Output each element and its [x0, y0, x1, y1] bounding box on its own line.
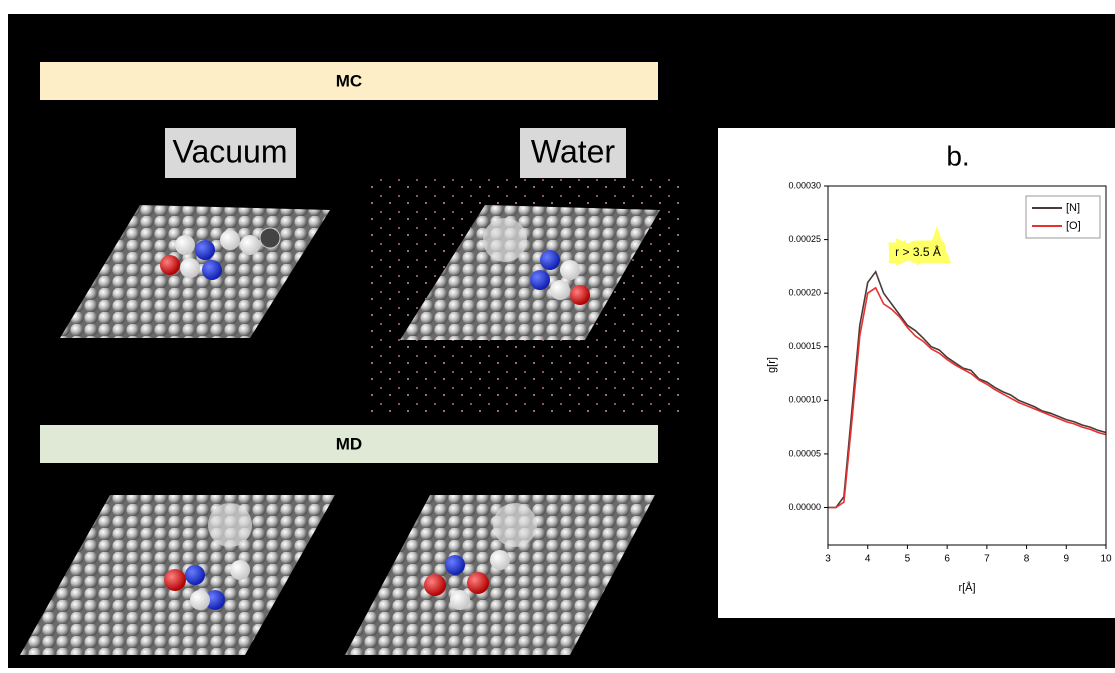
vacuum-label: Vacuum	[172, 133, 287, 169]
y-tick-label: 0.00020	[788, 288, 821, 298]
x-tick-label: 9	[1064, 554, 1070, 565]
y-tick-label: 0.00005	[788, 448, 821, 458]
page: MC Vacuum Water MD b. 0.000000.	[0, 0, 1115, 673]
legend-box	[1026, 196, 1100, 238]
x-tick-label: 4	[865, 554, 871, 565]
x-axis-label: r[Å]	[958, 581, 975, 594]
chart-title: b.	[946, 140, 969, 171]
y-tick-label: 0.00010	[788, 395, 821, 405]
x-tick-label: 10	[1100, 554, 1112, 565]
x-tick-label: 7	[984, 554, 990, 565]
mc-water-model	[370, 175, 680, 415]
legend-label: [N]	[1066, 202, 1080, 214]
md-label: MD	[336, 434, 362, 453]
y-axis-label: g[r]	[766, 357, 778, 373]
mc-label: MC	[336, 71, 362, 90]
y-tick-label: 0.00015	[788, 341, 821, 351]
legend-label: [O]	[1066, 220, 1081, 232]
x-tick-label: 3	[825, 554, 831, 565]
figure: MC Vacuum Water MD b. 0.000000.	[0, 0, 1115, 668]
annotation: r > 3.5 Å	[895, 244, 941, 259]
y-tick-label: 0.00000	[788, 502, 821, 512]
x-tick-label: 8	[1024, 554, 1030, 565]
y-tick-label: 0.00025	[788, 234, 821, 244]
y-tick-label: 0.00030	[788, 180, 821, 190]
x-tick-label: 6	[944, 554, 950, 565]
water-label: Water	[531, 133, 616, 169]
x-tick-label: 5	[905, 554, 911, 565]
